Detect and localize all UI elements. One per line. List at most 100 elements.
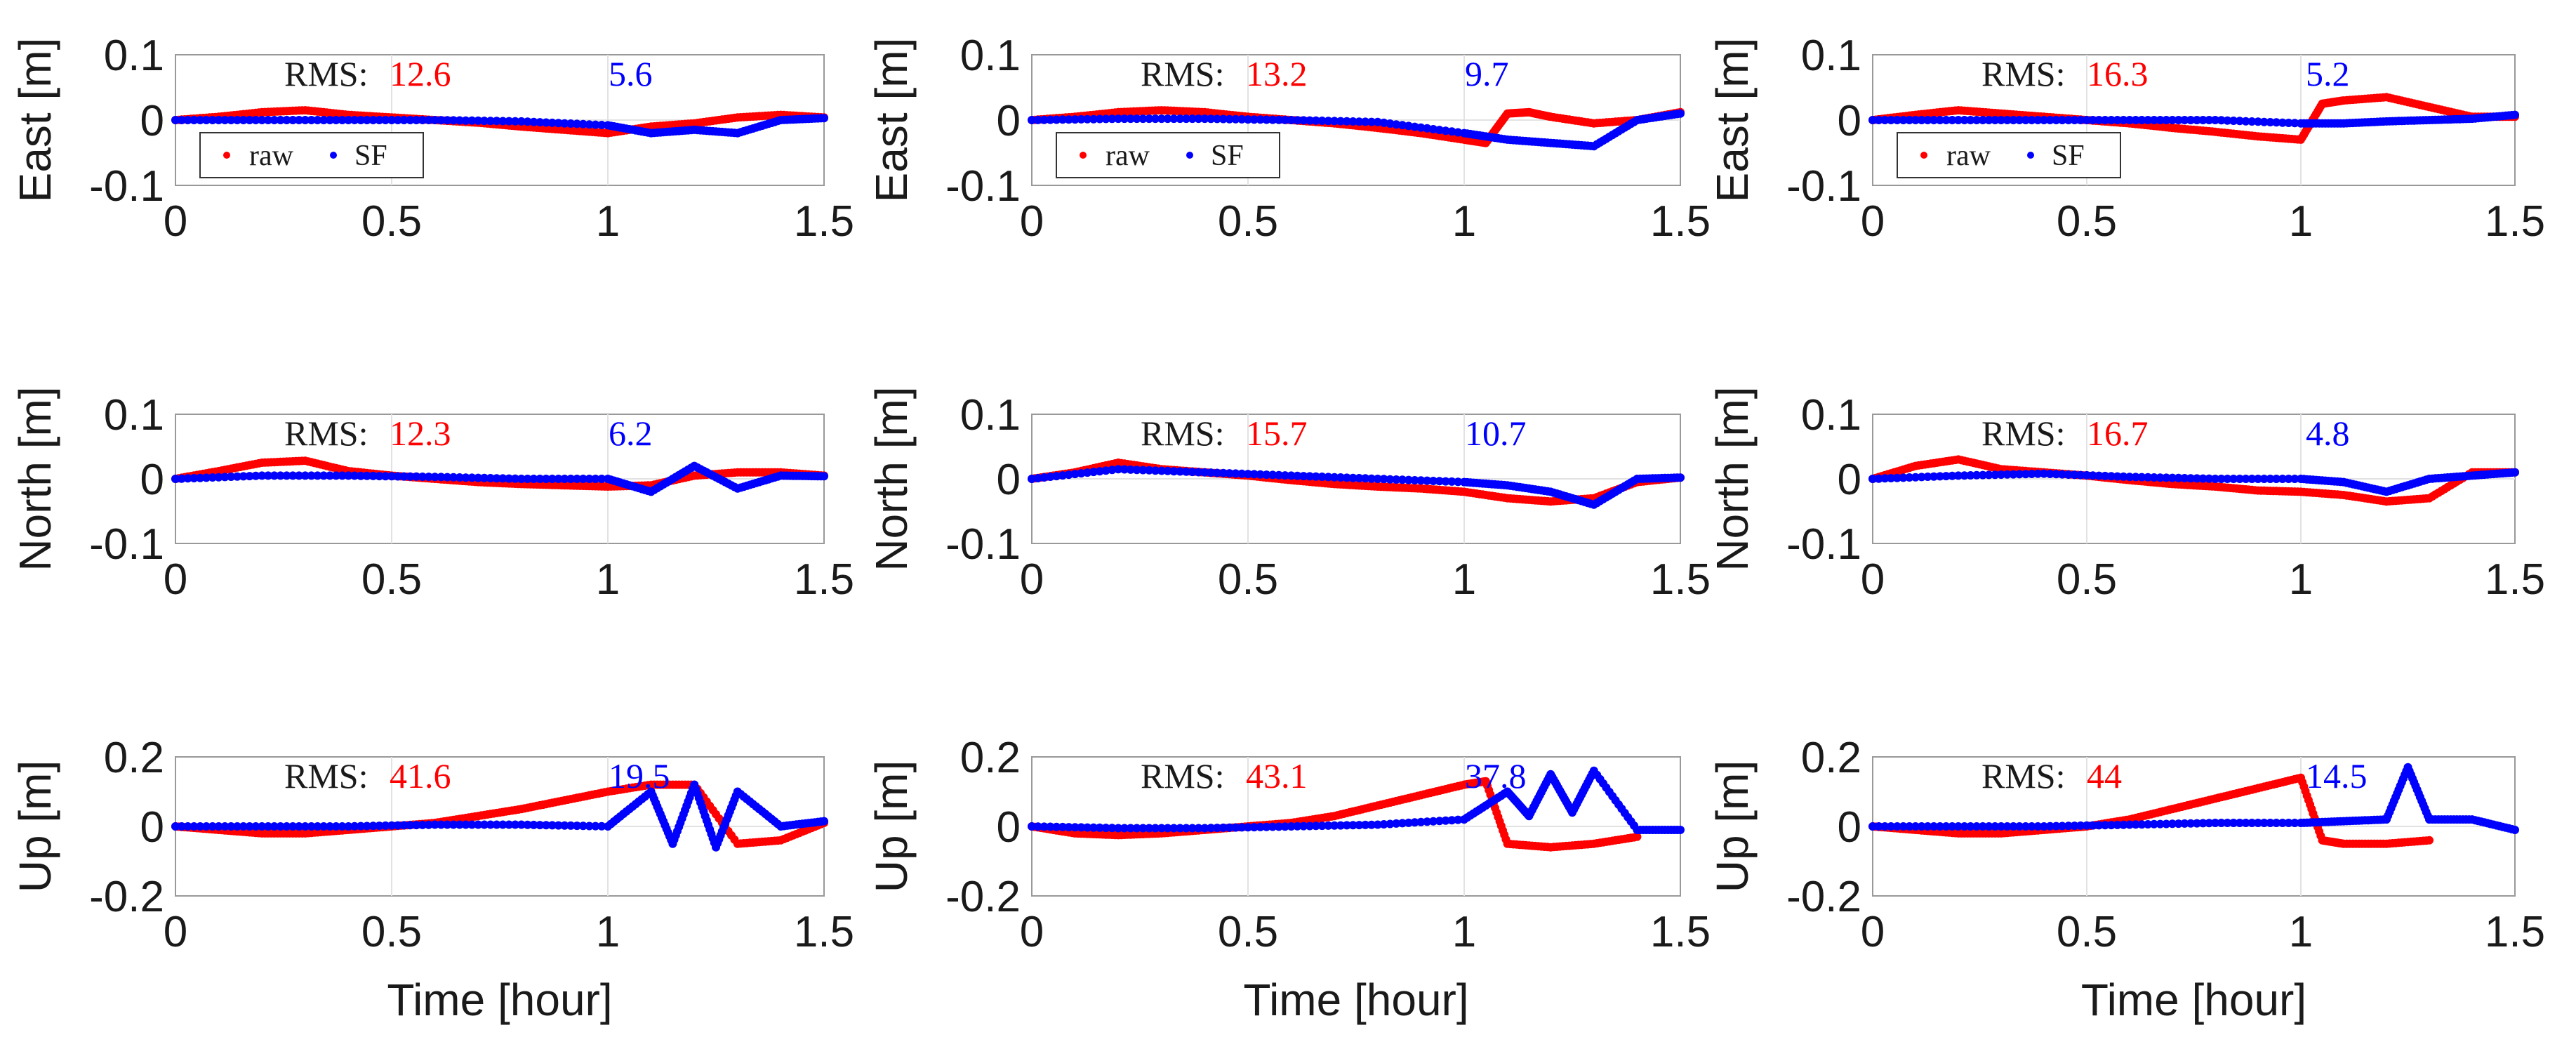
data-point xyxy=(350,821,359,831)
legend-raw-label: raw xyxy=(1946,140,1991,172)
data-point xyxy=(350,471,359,480)
data-point xyxy=(307,471,316,480)
data-point xyxy=(1306,116,1314,125)
data-point xyxy=(1361,117,1370,126)
data-point xyxy=(1213,468,1221,477)
data-point xyxy=(1163,114,1172,124)
data-point xyxy=(369,471,378,480)
data-point xyxy=(1299,472,1308,481)
y-axis-label: Up [m] xyxy=(10,760,60,892)
data-point xyxy=(455,820,464,829)
data-point xyxy=(1923,473,1932,481)
data-point xyxy=(1423,817,1432,826)
data-point xyxy=(578,119,587,128)
data-point xyxy=(573,475,581,483)
data-point xyxy=(591,120,600,129)
data-point xyxy=(1237,469,1247,478)
data-point xyxy=(498,117,507,126)
data-point xyxy=(1120,114,1129,124)
x-tick-label: 1 xyxy=(1452,197,1476,246)
x-tick-label: 1 xyxy=(1452,555,1476,604)
data-point xyxy=(227,473,236,481)
data-point xyxy=(202,116,211,124)
data-point xyxy=(1070,823,1080,832)
data-point xyxy=(190,474,199,482)
data-point xyxy=(1237,114,1247,124)
y-axis-label: North [m] xyxy=(10,386,60,571)
data-point xyxy=(1435,477,1444,486)
data-point xyxy=(1917,473,1926,482)
data-point xyxy=(202,822,211,831)
data-point xyxy=(2235,819,2244,827)
data-point xyxy=(1194,468,1203,477)
data-point xyxy=(233,822,241,831)
data-point xyxy=(1454,477,1463,487)
data-point xyxy=(430,473,439,482)
data-point xyxy=(2174,473,2183,482)
legend-box xyxy=(1056,132,1280,178)
data-point xyxy=(2009,470,2018,479)
data-point xyxy=(208,822,217,831)
data-point xyxy=(1379,820,1388,829)
y-tick-label: 0 xyxy=(140,97,164,145)
data-point xyxy=(2284,119,2293,127)
data-point xyxy=(1441,477,1450,486)
data-point xyxy=(2131,820,2140,829)
series-sf xyxy=(171,780,828,852)
data-point xyxy=(2101,821,2110,830)
data-point xyxy=(245,822,254,831)
data-point xyxy=(245,472,254,481)
data-point xyxy=(2125,116,2134,124)
data-point xyxy=(1200,114,1209,124)
series-sf xyxy=(1868,468,2519,496)
rms-label: RMS: xyxy=(1141,54,1225,93)
data-point xyxy=(1299,116,1308,125)
data-point xyxy=(2217,819,2226,827)
data-point xyxy=(1930,822,1939,831)
data-point xyxy=(573,119,581,128)
data-point xyxy=(542,475,550,483)
data-point xyxy=(1966,116,1975,124)
x-tick-label: 0.5 xyxy=(361,197,422,246)
y-tick-label: 0.1 xyxy=(104,391,164,440)
data-point xyxy=(2064,821,2073,831)
data-point xyxy=(1200,824,1209,833)
data-point xyxy=(1200,468,1209,477)
data-point xyxy=(1935,472,1944,481)
data-point xyxy=(319,471,328,480)
data-point xyxy=(2278,475,2287,483)
data-point xyxy=(387,116,396,124)
data-point xyxy=(1868,475,1877,483)
data-point xyxy=(1052,472,1061,481)
data-point xyxy=(1317,117,1327,125)
data-point xyxy=(2180,819,2189,828)
data-point xyxy=(1948,116,1957,124)
data-point xyxy=(233,116,241,124)
data-point xyxy=(1095,823,1104,832)
data-point xyxy=(2217,475,2226,483)
data-point xyxy=(190,116,199,124)
data-point xyxy=(1423,476,1432,485)
data-point xyxy=(270,116,279,124)
data-point xyxy=(2149,473,2158,482)
data-point xyxy=(1046,473,1055,481)
data-point xyxy=(1373,117,1382,126)
x-tick-label: 1.5 xyxy=(1650,555,1711,604)
data-point xyxy=(2094,116,2104,124)
data-point xyxy=(1151,824,1160,833)
data-point xyxy=(2205,474,2214,483)
data-point xyxy=(1317,821,1327,831)
data-point xyxy=(536,821,545,830)
data-point xyxy=(1404,475,1413,484)
data-point xyxy=(2119,820,2128,829)
data-point xyxy=(1077,823,1086,832)
data-point xyxy=(319,116,328,124)
data-point xyxy=(1287,822,1296,831)
data-point xyxy=(2235,117,2244,126)
data-point xyxy=(381,116,390,124)
data-point xyxy=(1249,823,1259,832)
x-tick-label: 0.5 xyxy=(1218,197,1278,246)
data-point xyxy=(282,471,291,480)
